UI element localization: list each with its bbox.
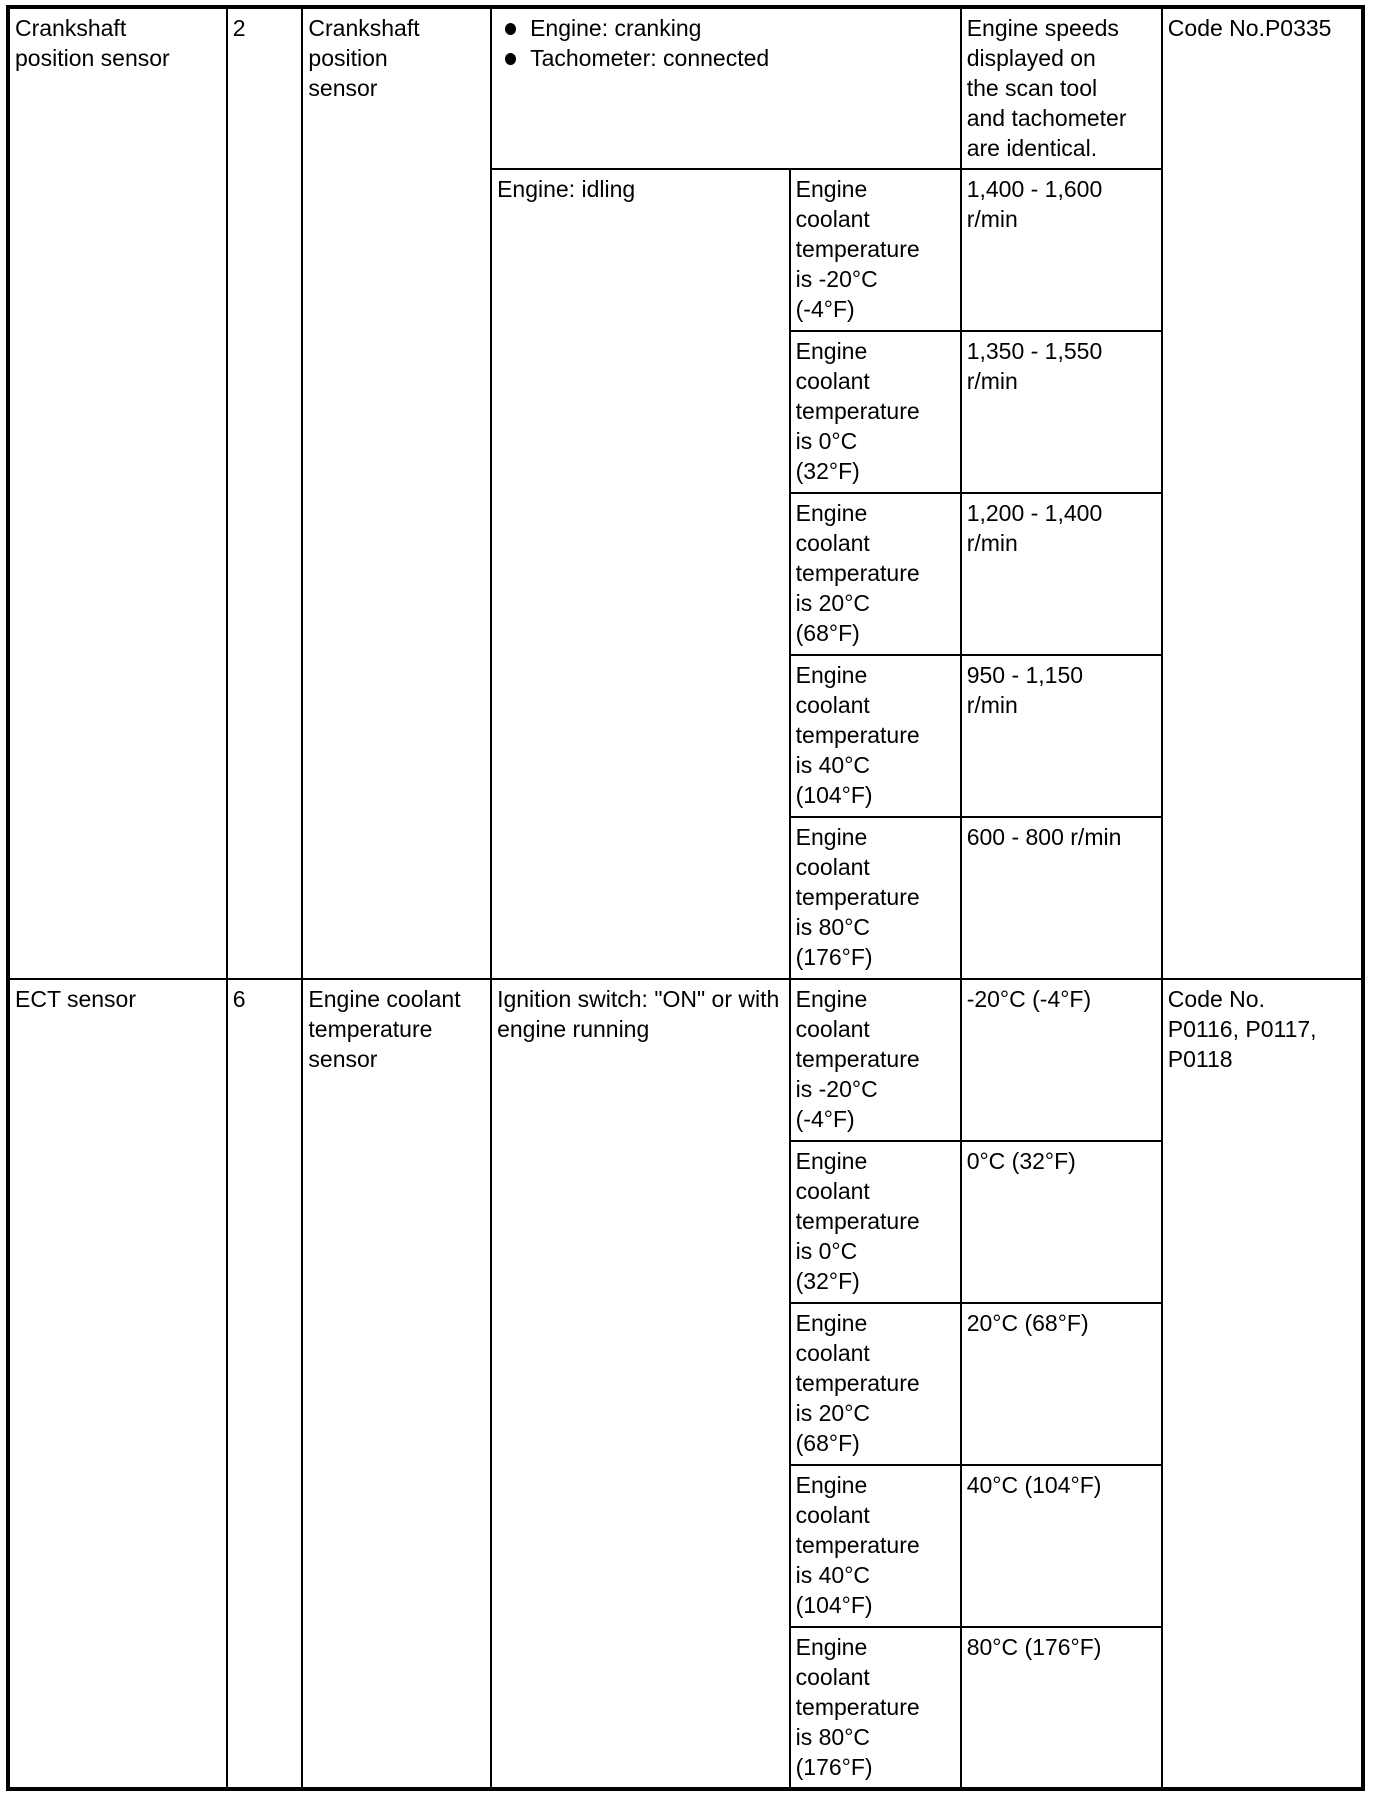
- bullet-item: Engine: cranking: [497, 13, 955, 43]
- bullet-list: Engine: cranking Tachometer: connected: [497, 13, 955, 73]
- sub-condition-cell: Engine coolant temperature is 40°C (104°…: [788, 654, 962, 818]
- normal-value-cell: 40°C (104°F): [959, 1464, 1163, 1628]
- normal-value-cell: 80°C (176°F): [959, 1626, 1163, 1790]
- sub-condition-cell: Engine coolant temperature is -20°C (-4°…: [788, 978, 962, 1142]
- sub-condition-cell: Engine coolant temperature is -20°C (-4°…: [788, 168, 962, 332]
- name-cell: Crankshaft position sensor: [301, 6, 493, 980]
- normal-value-cell: 0°C (32°F): [959, 1140, 1163, 1304]
- normal-value-cell: 1,200 - 1,400 r/min: [959, 492, 1163, 656]
- table-row: Engine coolant temperature is 40°C (104°…: [8, 1464, 1363, 1628]
- table-row: ECT sensor 6 Engine coolant temperature se…: [7, 978, 1365, 1790]
- table-row: Engine coolant temperature is 40°C (104°…: [8, 654, 1363, 818]
- sub-condition-cell: Engine coolant temperature is 20°C (68°F…: [788, 492, 962, 656]
- table-row: Engine coolant temperature is 0°C (32°F)…: [8, 1140, 1363, 1304]
- item-cell: ECT sensor: [7, 978, 228, 1790]
- normal-value-cell: Engine speeds displayed on the scan tool…: [959, 6, 1163, 170]
- normal-value-cell: 600 - 800 r/min: [959, 816, 1163, 980]
- code-cell: Code No.P0335: [1160, 6, 1365, 980]
- sub-condition-cell: Engine coolant temperature is 20°C (68°F…: [788, 1302, 962, 1466]
- number-cell: 2: [225, 6, 304, 980]
- table-row: Engine coolant temperature is 80°C (176°…: [8, 1626, 1363, 1790]
- normal-value-cell: 1,400 - 1,600 r/min: [959, 168, 1163, 332]
- sub-condition-cell: Engine coolant temperature is 80°C (176°…: [788, 1626, 962, 1790]
- state-cell: Engine: idling: [490, 168, 791, 980]
- state-cell: Ignition switch: "ON" or with engine run…: [490, 978, 791, 1790]
- table-row: Engine: idling Engine coolant temperature…: [8, 168, 1363, 980]
- table-row: Engine coolant temperature is 20°C (68°F…: [8, 492, 1363, 656]
- table-row: Engine coolant temperature is 20°C (68°F…: [8, 1302, 1363, 1466]
- number-cell: 6: [225, 978, 304, 1790]
- condition-cell: Engine: cranking Tachometer: connected: [490, 6, 962, 170]
- name-cell: Engine coolant temperature sensor: [301, 978, 493, 1790]
- sub-condition-cell: Engine coolant temperature is 80°C (176°…: [788, 816, 962, 980]
- table-row: Engine coolant temperature is 80°C (176°…: [8, 816, 1363, 980]
- normal-value-cell: 950 - 1,150 r/min: [959, 654, 1163, 818]
- inspection-table: Crankshaft position sensor 2 Crankshaft po…: [6, 5, 1365, 1791]
- bullet-item: Tachometer: connected: [497, 43, 955, 73]
- table-row: Crankshaft position sensor 2 Crankshaft po…: [7, 6, 1365, 980]
- code-cell: Code No. P0116, P0117, P0118: [1160, 978, 1365, 1790]
- normal-value-cell: -20°C (-4°F): [959, 978, 1163, 1142]
- sub-condition-cell: Engine coolant temperature is 0°C (32°F): [788, 330, 962, 494]
- item-cell: Crankshaft position sensor: [7, 6, 228, 980]
- table-row: Engine coolant temperature is 0°C (32°F)…: [8, 330, 1363, 494]
- normal-value-cell: 20°C (68°F): [959, 1302, 1163, 1466]
- sub-condition-cell: Engine coolant temperature is 0°C (32°F): [788, 1140, 962, 1304]
- normal-value-cell: 1,350 - 1,550 r/min: [959, 330, 1163, 494]
- sub-condition-cell: Engine coolant temperature is 40°C (104°…: [788, 1464, 962, 1628]
